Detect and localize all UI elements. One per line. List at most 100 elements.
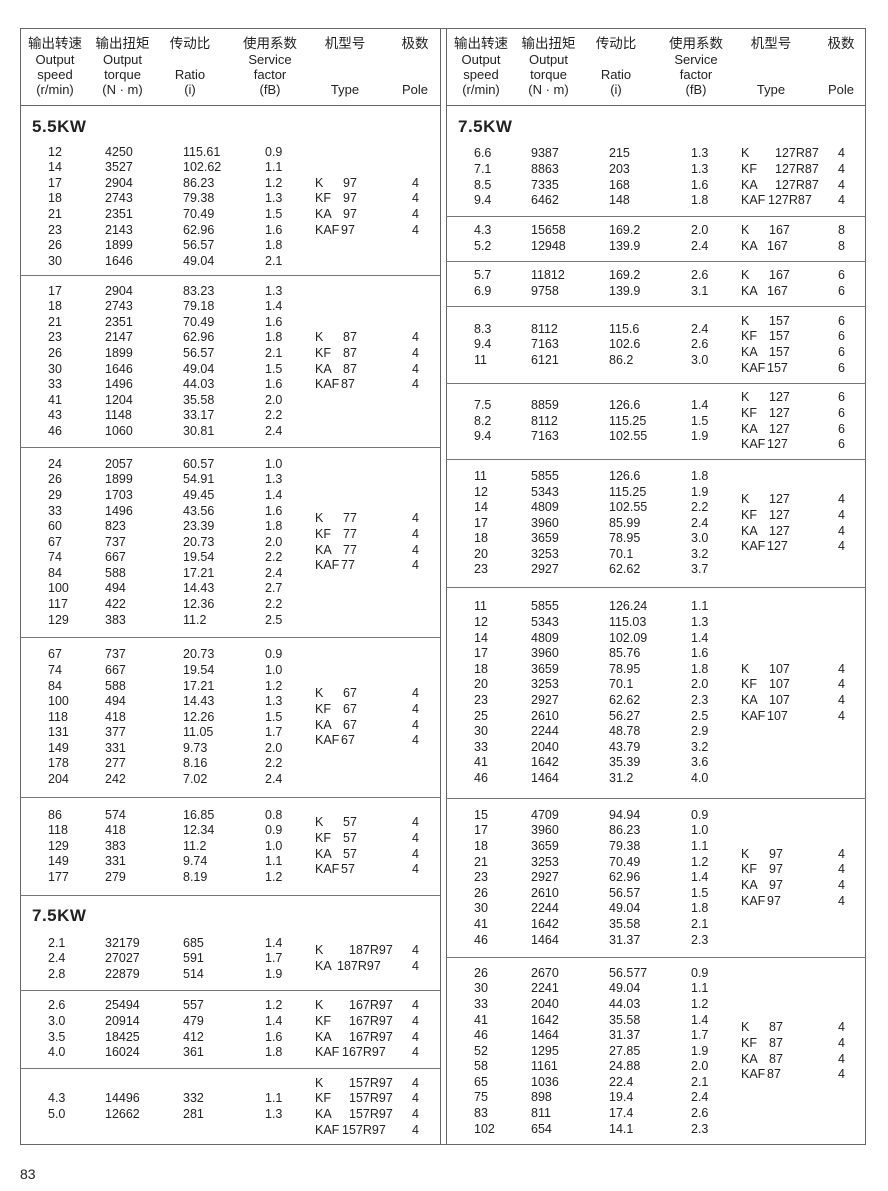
pole: 4	[838, 862, 845, 877]
data-rows: 8.3 8112 115.6 2.4 9.4 7163 102.6 2.6 11 6121 86.2…	[446, 311, 736, 379]
output-torque: 1148	[105, 408, 132, 423]
type-prefix: KAF	[315, 733, 340, 748]
type-prefix: KAF	[315, 222, 340, 237]
pole: 4	[412, 542, 419, 557]
output-speed: 18	[48, 299, 62, 314]
output-torque: 331	[105, 740, 126, 755]
output-speed: 74	[48, 662, 62, 677]
ratio: 102.55	[609, 500, 648, 515]
pole: 4	[838, 523, 845, 538]
ratio: 139.9	[609, 284, 641, 298]
type-list: K 167 8 KA 167 8	[446, 221, 866, 257]
group: 5.5KW 12 4250 115.61 0.9 14 3527 102.62 1.1 17 290…	[20, 105, 440, 275]
header-cn: 极数	[827, 36, 855, 51]
ratio: 126.6	[609, 398, 641, 413]
pole: 4	[838, 146, 845, 161]
table-row: 29 1703 49.45 1.4	[20, 488, 310, 504]
service-factor: 1.6	[265, 377, 283, 392]
type-row: KA 157 6	[446, 345, 866, 361]
type-row: KA 127 6	[446, 422, 866, 438]
output-speed: 75	[474, 1090, 488, 1105]
table-row: 117 422 12.36 2.2	[20, 597, 310, 613]
output-torque: 7163	[531, 337, 559, 352]
type-row: K 187R97 4	[20, 943, 440, 959]
type-model: 107	[769, 677, 790, 692]
table-row: 12 4250 115.61 0.9	[20, 145, 310, 161]
service-factor: 3.2	[691, 739, 709, 754]
output-torque: 3527	[105, 160, 133, 175]
output-torque: 1464	[531, 770, 559, 785]
type-model: 127	[767, 437, 788, 452]
ratio: 12.34	[183, 823, 215, 838]
group: 15 4709 94.94 0.9 17 3960 86.23 1.0 18 3659 79.38 1…	[446, 798, 866, 957]
type-row: KAF 167R97 4	[20, 1045, 440, 1061]
type-prefix: KF	[741, 405, 757, 420]
table-row: 9.4 7163 102.6 2.6	[446, 337, 736, 353]
output-torque: 654	[531, 1121, 552, 1136]
output-torque: 383	[105, 612, 126, 627]
output-torque: 811	[531, 1106, 551, 1121]
header-cn: 输出扭矩	[521, 36, 576, 51]
table-row: 8.3 8112 115.6 2.4	[446, 322, 736, 338]
ratio: 11.2	[183, 838, 207, 853]
type-row: K 127R87 4	[446, 146, 866, 162]
pole: 4	[838, 1020, 845, 1035]
output-speed: 6.9	[474, 284, 492, 298]
service-factor: 2.2	[265, 756, 283, 771]
output-speed: 11	[474, 468, 487, 483]
type-row: K 157 6	[446, 314, 866, 330]
service-factor: 1.3	[265, 1107, 283, 1121]
output-torque: 12948	[531, 239, 566, 253]
output-torque: 2610	[531, 708, 559, 723]
header-en: (i)	[184, 82, 196, 97]
output-speed: 33	[48, 503, 62, 518]
table-row: 84 588 17.21 1.2	[20, 679, 310, 695]
type-prefix: KAF	[741, 437, 766, 452]
pole: 4	[838, 893, 845, 908]
table-row: 33 1496 43.56 1.6	[20, 504, 310, 520]
output-speed: 177	[48, 869, 69, 884]
type-model: 87	[343, 330, 357, 345]
type-model: 67	[343, 686, 357, 701]
pole: 4	[412, 701, 419, 716]
type-model: 97	[769, 862, 783, 877]
pole: 4	[412, 998, 419, 1013]
ratio: 70.1	[609, 546, 634, 561]
output-torque: 2241	[531, 981, 559, 996]
type-prefix: KAF	[741, 708, 766, 723]
ratio: 49.45	[183, 487, 215, 502]
pole: 4	[838, 878, 845, 892]
service-factor: 2.4	[691, 321, 709, 336]
pole: 4	[412, 1045, 419, 1060]
output-torque: 277	[105, 756, 126, 771]
table-row: 30 2241 49.04 1.1	[446, 981, 736, 997]
type-list: K 167R97 4 KF 167R97 4 KA 167R97 4 KAF 167R97 4	[20, 995, 440, 1064]
table-row: 21 3253 70.49 1.2	[446, 855, 736, 871]
output-torque: 2143	[105, 222, 133, 237]
pole: 4	[412, 207, 419, 221]
type-row: K 67 4	[20, 686, 440, 702]
service-factor: 0.9	[265, 144, 283, 159]
output-torque: 3659	[531, 661, 559, 676]
service-factor: 1.4	[691, 630, 709, 645]
header-en: Ratio	[174, 67, 206, 82]
service-factor: 2.4	[265, 565, 283, 580]
output-torque: 1899	[105, 345, 133, 360]
table-row: 2.8 22879 514 1.9	[20, 967, 310, 983]
output-speed: 3.5	[48, 1029, 66, 1044]
type-prefix: KA	[315, 542, 332, 557]
output-speed: 58	[474, 1059, 488, 1074]
output-speed: 8.3	[474, 321, 492, 336]
type-row: KF 57 4	[20, 831, 440, 847]
data-rows: 86 574 16.85 0.8 118 418 12.34 0.9 129 383 11.2 1.0…	[20, 802, 310, 891]
type-list: K 187R97 4 KA 187R97 4	[20, 932, 440, 986]
type-list: K 77 4 KF 77 4 KA 77 4 KAF 77 4	[20, 452, 440, 633]
type-prefix: K	[741, 146, 750, 161]
group: 86 574 16.85 0.8 118 418 12.34 0.9 129 383 11.2 1.0…	[20, 797, 440, 895]
output-torque: 279	[105, 869, 126, 884]
header-cn: 使用系数	[243, 36, 297, 51]
service-factor: 2.0	[265, 534, 283, 549]
header-col: 输出扭矩 Output torque (N · m)	[511, 36, 586, 97]
table-header: 输出转速 Output speed (r/min) 输出扭矩 Output torque (N…	[20, 28, 440, 106]
ratio: 215	[609, 146, 630, 161]
